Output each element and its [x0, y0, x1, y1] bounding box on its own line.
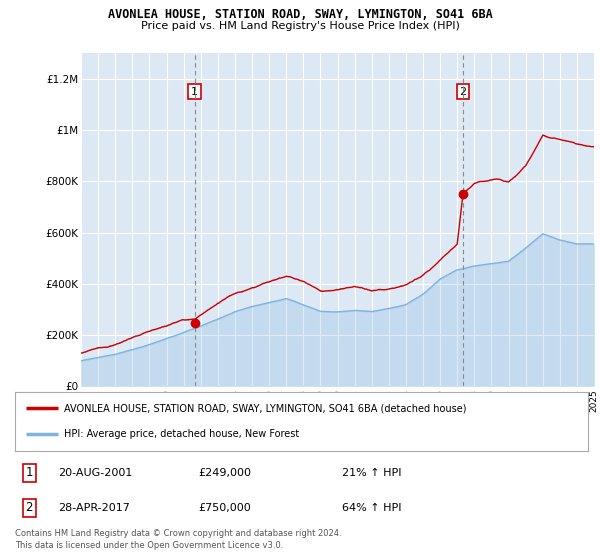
Text: HPI: Average price, detached house, New Forest: HPI: Average price, detached house, New … — [64, 430, 299, 440]
Text: Price paid vs. HM Land Registry's House Price Index (HPI): Price paid vs. HM Land Registry's House … — [140, 21, 460, 31]
Text: £249,000: £249,000 — [199, 468, 251, 478]
Text: AVONLEA HOUSE, STATION ROAD, SWAY, LYMINGTON, SO41 6BA (detached house): AVONLEA HOUSE, STATION ROAD, SWAY, LYMIN… — [64, 403, 466, 413]
Text: 28-APR-2017: 28-APR-2017 — [58, 503, 130, 513]
Text: £750,000: £750,000 — [199, 503, 251, 513]
Text: 21% ↑ HPI: 21% ↑ HPI — [341, 468, 401, 478]
Text: 1: 1 — [191, 86, 198, 96]
Text: 20-AUG-2001: 20-AUG-2001 — [58, 468, 133, 478]
Text: 1: 1 — [26, 466, 33, 479]
Text: Contains HM Land Registry data © Crown copyright and database right 2024.
This d: Contains HM Land Registry data © Crown c… — [15, 529, 341, 550]
Text: 2: 2 — [459, 86, 466, 96]
Text: 64% ↑ HPI: 64% ↑ HPI — [341, 503, 401, 513]
Text: AVONLEA HOUSE, STATION ROAD, SWAY, LYMINGTON, SO41 6BA: AVONLEA HOUSE, STATION ROAD, SWAY, LYMIN… — [107, 8, 493, 21]
Text: 2: 2 — [26, 501, 33, 514]
